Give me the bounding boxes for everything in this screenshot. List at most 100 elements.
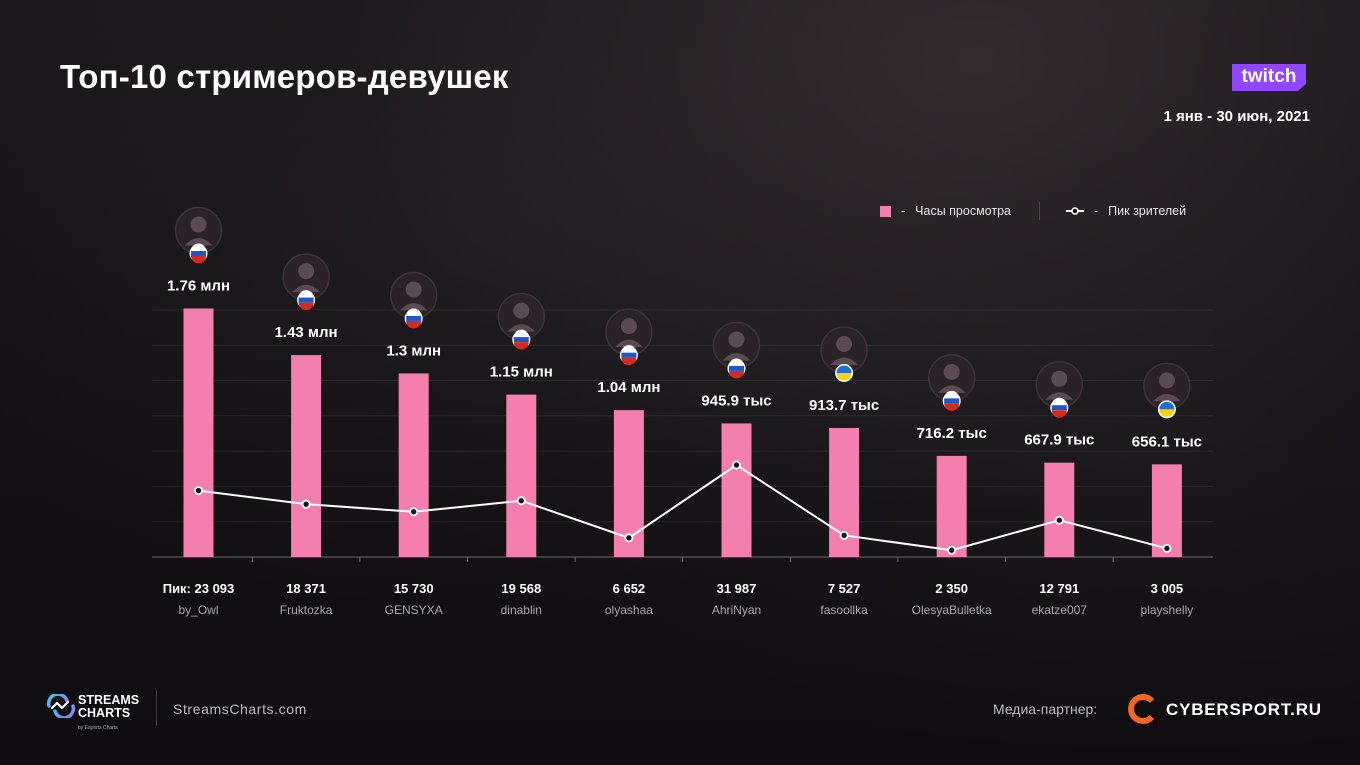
legend-bar-swatch [880, 205, 891, 217]
avatar-body [184, 237, 213, 246]
avatar-head [1158, 372, 1175, 389]
flag-stripe [513, 329, 529, 338]
bar-value-label: 945.9 тыс [701, 392, 771, 409]
cybersport-logo-text: CYBERSPORT.RU [1166, 700, 1322, 719]
flag-stripe [191, 250, 206, 256]
twitch-logo-text: twitch [1242, 66, 1297, 87]
peak-viewers-label: 18 371 [286, 581, 326, 596]
peak-viewers-point [839, 530, 849, 540]
media-partner-label: Медиа-партнер: [993, 701, 1098, 717]
flag-stripe [406, 315, 422, 321]
peak-viewers-point [409, 507, 419, 517]
peak-viewers-point [947, 545, 957, 555]
flag-stripe [729, 365, 744, 371]
peak-viewers-point [516, 496, 526, 506]
bar-value-label: 913.7 тыс [809, 397, 879, 414]
avatar-body [830, 357, 859, 365]
legend-line-label: Пик зрителей [1108, 204, 1187, 218]
streamer-name-label: ekatze007 [1032, 603, 1088, 617]
flag-stripe [191, 243, 206, 251]
peak-viewers-point [301, 499, 311, 509]
flag-stripe [298, 302, 314, 311]
brand-line-1: STREAMS [78, 693, 140, 707]
avatar-body [1045, 392, 1074, 400]
flag-stripe [836, 365, 852, 373]
avatar-body [399, 302, 428, 311]
bar [936, 455, 967, 557]
flag-stripe [729, 358, 744, 366]
flag-stripe [513, 342, 529, 350]
streamer-name-label: olyashaa [605, 603, 653, 617]
peak-viewers-label: 31 987 [717, 581, 757, 596]
bar [1044, 462, 1075, 557]
flag-stripe [621, 345, 637, 353]
peak-viewers-label: 3 005 [1151, 581, 1184, 596]
bar [721, 423, 752, 557]
page-title: Топ-10 стримеров-девушек [60, 58, 509, 95]
flag-stripe [621, 352, 637, 358]
flag-stripe [1159, 409, 1175, 417]
avatar-body [937, 385, 966, 393]
peak-viewers-label: 7 527 [828, 581, 861, 596]
chart-legend: - Часы просмотра - Пик зрителей [880, 202, 1186, 220]
streamscharts-logo-icon [46, 694, 76, 718]
flag-stripe [298, 290, 314, 298]
bar-value-label: 656.1 тыс [1132, 433, 1202, 450]
bar [291, 355, 322, 557]
footer-site-link[interactable]: StreamsCharts.com [173, 701, 307, 717]
peak-viewers-point [1054, 515, 1064, 525]
flag-stripe [836, 372, 852, 381]
avatar-head [836, 335, 853, 352]
flag-stripe [406, 308, 422, 316]
flag-stripe [1159, 401, 1175, 410]
peak-viewers-line [198, 463, 1168, 552]
bar-value-label: 716.2 тыс [917, 425, 987, 442]
brand-sub: by Esports Charts [78, 725, 118, 731]
peak-viewers-label: 6 652 [613, 581, 646, 596]
flag-stripe [513, 337, 529, 343]
twitch-logo: twitch [1232, 64, 1306, 91]
flag-stripe [406, 320, 422, 329]
bar-value-label: 1.3 млн [386, 342, 441, 359]
bar-value-label: 1.76 млн [167, 277, 230, 294]
peak-viewers-label: 12 791 [1039, 581, 1079, 596]
flag-stripe [1051, 405, 1067, 411]
streamer-name-label: fasoollka [820, 603, 868, 617]
avatar-body [614, 339, 643, 348]
streamer-name-label: OlesyaBulletka [912, 603, 992, 617]
bar [398, 373, 429, 557]
peak-viewers-point [193, 486, 203, 496]
peak-viewers-label: Пик: 23 093 [163, 581, 235, 596]
flag-stripe [944, 398, 960, 404]
peak-viewers-point [732, 460, 742, 470]
avatar-head [1051, 370, 1068, 387]
avatar-head [943, 363, 960, 380]
peak-viewers-label: 15 730 [394, 581, 434, 596]
flag-stripe [191, 255, 206, 264]
bar-value-label: 667.9 тыс [1024, 432, 1094, 449]
bar [1151, 464, 1182, 557]
streamer-name-label: playshelly [1141, 603, 1194, 617]
flag-stripe [944, 390, 960, 399]
bar [506, 394, 537, 557]
legend-dash: - [901, 204, 906, 218]
streamscharts-brand: STREAMS CHARTS by Esports Charts [78, 694, 139, 735]
bar-value-label: 1.15 млн [490, 364, 553, 381]
avatar-body [1152, 393, 1181, 402]
bar-value-label: 1.43 млн [275, 324, 338, 341]
brand-line-2: CHARTS [78, 706, 131, 720]
peak-viewers-label: 2 350 [935, 581, 968, 596]
avatar-body [507, 324, 536, 332]
avatar-head [728, 331, 745, 348]
streamer-name-label: AhriNyan [712, 603, 761, 617]
legend-bars-label: Часы просмотра [915, 204, 1011, 218]
bar [183, 308, 214, 557]
peak-viewers-point [1162, 543, 1172, 553]
footer-divider [156, 690, 157, 726]
streamer-name-label: by_Owl [178, 603, 218, 617]
flag-stripe [1051, 397, 1067, 406]
avatar-head [298, 263, 315, 280]
avatar-head [620, 318, 637, 335]
